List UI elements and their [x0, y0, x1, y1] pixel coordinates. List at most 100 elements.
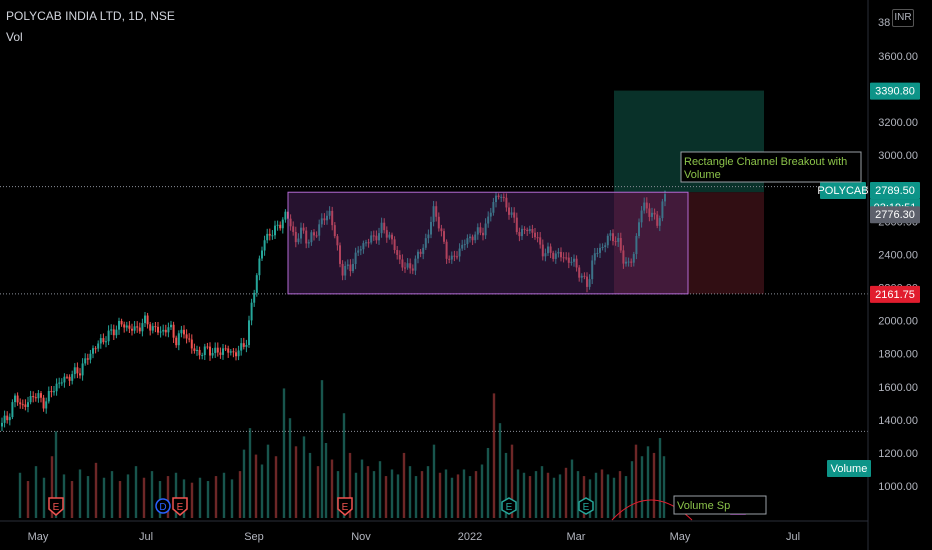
candle-body [617, 238, 620, 242]
candle-body [518, 232, 521, 237]
candle-body [370, 235, 373, 243]
candle-body [102, 338, 105, 343]
volume-bar [606, 474, 610, 518]
candle-body [523, 228, 526, 230]
candle-body [404, 267, 406, 269]
candle-body [567, 257, 570, 263]
volume-bar [516, 469, 520, 518]
candle-body [175, 337, 178, 346]
candle-body [193, 348, 196, 351]
event-marker[interactable]: E [337, 497, 353, 516]
volume-bar [166, 476, 170, 518]
volume-tag-bg [827, 460, 871, 477]
candle-body [27, 402, 29, 407]
volume-bar [282, 388, 286, 518]
candle-body [406, 263, 409, 268]
indicator-label[interactable]: Vol [6, 30, 23, 44]
symbol-title[interactable]: POLYCAB INDIA LTD, 1D, NSE [6, 9, 175, 23]
candle-body [648, 208, 651, 217]
volume-bar [288, 418, 292, 518]
candle-body [1, 422, 3, 427]
candle-body [346, 264, 349, 266]
volume-bar [308, 452, 312, 518]
candle-body [515, 217, 518, 233]
volume-bar [102, 477, 106, 518]
volume-bar [324, 443, 328, 518]
volume-bar [50, 456, 54, 518]
candle-body [375, 235, 378, 241]
event-marker-label: D [159, 502, 166, 513]
event-marker[interactable]: E [578, 497, 594, 515]
candle-body [42, 397, 45, 409]
candle-body [443, 231, 445, 242]
candle-body [521, 228, 523, 237]
volume-bar [414, 476, 418, 518]
candle-body [167, 327, 170, 333]
volume-bar [320, 380, 324, 518]
candle-body [201, 355, 204, 357]
candle-body [131, 328, 133, 331]
volume-bar [274, 456, 278, 518]
candle-body [183, 329, 185, 335]
candle-body [11, 402, 14, 418]
volume-bar [302, 436, 306, 518]
volume-bar [558, 474, 562, 518]
candle-body [378, 233, 380, 241]
candle-body [86, 358, 89, 360]
volume-bar [390, 469, 394, 518]
volume-bar [316, 466, 320, 518]
volume-bar [42, 477, 46, 518]
volume-bar [78, 469, 82, 518]
y-tick-label: 2000.00 [878, 316, 918, 328]
volume-bar [142, 477, 146, 518]
candle-body [227, 348, 230, 353]
volume-bar [600, 469, 604, 518]
candle-body [502, 196, 505, 198]
candle-body [60, 382, 63, 384]
candle-body [479, 227, 482, 233]
candle-body [653, 212, 656, 215]
candle-body [424, 238, 427, 248]
candle-body [531, 228, 534, 233]
candle-body [315, 235, 318, 237]
candle-body [97, 343, 100, 349]
y-tick-label: 2400.00 [878, 249, 918, 261]
candle-body [385, 230, 388, 238]
rectangle-channel-layer[interactable] [287, 191, 689, 295]
candle-body [570, 261, 573, 263]
volume-bar [348, 452, 352, 518]
currency-button[interactable]: INR [892, 9, 914, 27]
event-marker[interactable]: E [172, 497, 188, 516]
candle-body [565, 257, 568, 259]
volume-bar [134, 466, 138, 518]
candle-body [396, 249, 399, 255]
candle-body [40, 393, 42, 398]
candle-body [328, 210, 331, 216]
candle-body [235, 352, 237, 357]
candle-body [484, 223, 487, 236]
event-marker[interactable]: E [48, 497, 64, 516]
volume-bar [552, 477, 556, 518]
x-tick-label: May [28, 531, 49, 543]
candle-body [294, 231, 297, 243]
volume-bar [456, 474, 460, 518]
x-tick-label: Jul [139, 531, 153, 543]
candle-body [125, 325, 128, 328]
event-marker[interactable]: E [501, 497, 517, 515]
candle-body [32, 395, 35, 398]
volume-bar [372, 471, 376, 518]
volume-bar [582, 476, 586, 518]
volume-bar [260, 464, 264, 518]
candle-body [333, 225, 336, 237]
candle-body [297, 238, 300, 243]
volume-bar [462, 469, 466, 518]
event-marker[interactable]: D [155, 498, 171, 514]
candle-body [53, 391, 55, 393]
candle-body [612, 233, 614, 242]
volume-tag-label: Volume [831, 463, 868, 475]
annotation-text-line2: Volume [684, 169, 721, 181]
candle-body [326, 215, 328, 221]
candle-body [482, 232, 484, 236]
